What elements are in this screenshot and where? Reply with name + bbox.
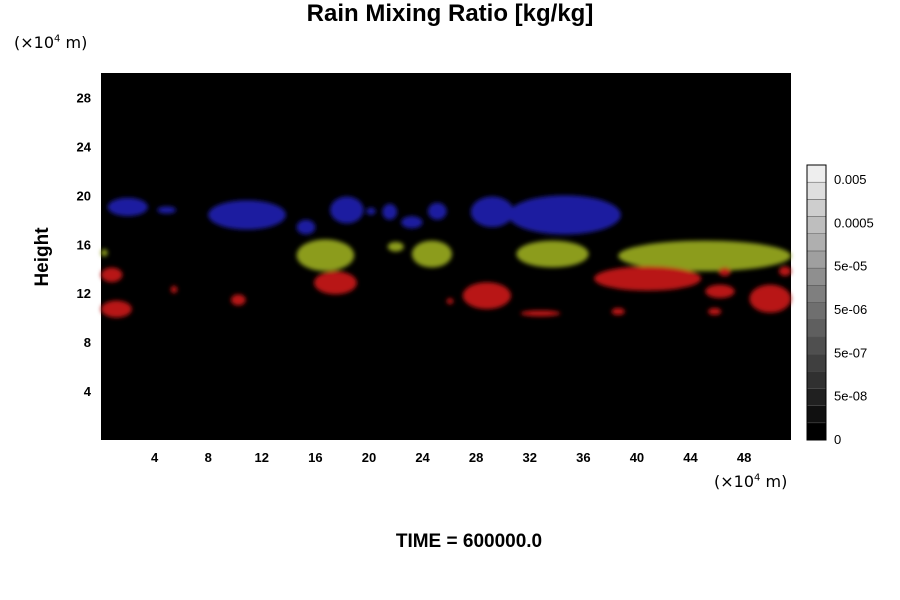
y-tick-label: 24 (77, 139, 92, 154)
colorbar-swatch (806, 319, 827, 338)
x-tick-label: 4 (151, 450, 159, 465)
field-region (427, 202, 447, 220)
y-tick-label: 4 (84, 384, 92, 399)
field-region (330, 196, 364, 224)
y-tick-label: 8 (84, 335, 91, 350)
field-region (101, 249, 108, 257)
field-region (411, 240, 453, 268)
y-tick-label: 12 (77, 286, 91, 301)
x-tick-label: 44 (683, 450, 698, 465)
field-region (387, 241, 404, 252)
field-region (749, 284, 792, 313)
x-tick-label: 16 (308, 450, 322, 465)
x-tick-label: 32 (523, 450, 537, 465)
colorbar-swatch (806, 336, 827, 355)
colorbar-swatch (806, 181, 827, 200)
colorbar-swatch (806, 388, 827, 406)
colorbar-swatch (806, 216, 827, 234)
x-tick-label: 8 (205, 450, 212, 465)
colorbar-swatch (806, 302, 827, 320)
colorbar-label: 5e-07 (834, 345, 867, 360)
field-region (296, 219, 316, 235)
y-tick-label: 16 (77, 237, 91, 252)
field-region (446, 298, 454, 305)
field-region (618, 240, 791, 272)
colorbar-frame (806, 164, 827, 441)
field-region (462, 282, 511, 310)
field-region (296, 239, 355, 272)
x-tick-label: 36 (576, 450, 590, 465)
field-region (107, 197, 148, 217)
colorbar-label: 5e-05 (834, 259, 867, 274)
field-region (366, 207, 376, 215)
colorbar-label: 0.0005 (834, 215, 874, 230)
colorbar-swatch (806, 371, 827, 389)
colorbar-swatch (806, 285, 827, 303)
field-region (718, 267, 731, 277)
x-tick-label: 48 (737, 450, 751, 465)
chart-title: Rain Mixing Ratio [kg/kg] (306, 0, 594, 27)
x-axis-unit: (×104 m) (714, 472, 788, 491)
field-region (382, 203, 398, 220)
field-region (101, 300, 132, 318)
field-region (508, 195, 621, 235)
field-region (611, 307, 625, 316)
y-tick-label: 20 (77, 188, 91, 203)
colorbar-swatch (806, 405, 827, 424)
x-tick-label: 12 (255, 450, 269, 465)
time-label: TIME = 600000.0 (395, 531, 543, 552)
field-region (778, 266, 791, 277)
colorbar-label: 0.005 (834, 172, 867, 187)
colorbar-label: 0 (834, 432, 841, 447)
field-region (101, 267, 123, 283)
colorbar-swatch (806, 267, 827, 286)
field-region (208, 200, 286, 230)
colorbar-swatch (806, 250, 827, 269)
field-region (170, 285, 178, 294)
x-tick-label: 20 (362, 450, 376, 465)
colorbar-swatch (806, 422, 827, 441)
field-region (470, 196, 514, 228)
field-region (520, 310, 561, 317)
y-tick-label: 28 (77, 90, 91, 105)
colorbar-label: 5e-08 (834, 389, 867, 404)
field-region (314, 271, 357, 295)
field-region (705, 284, 735, 299)
field-region (516, 240, 589, 268)
colorbar-swatch (806, 353, 827, 372)
x-tick-label: 40 (630, 450, 644, 465)
field-region (594, 266, 702, 291)
field-region (401, 216, 423, 229)
y-axis-unit: (×104 m) (14, 33, 88, 52)
x-tick-label: 28 (469, 450, 483, 465)
field-region (230, 294, 246, 306)
colorbar-swatch (806, 199, 827, 217)
x-tick-label: 24 (415, 450, 430, 465)
colorbar-swatch (806, 164, 827, 183)
colorbar-label: 5e-06 (834, 302, 867, 317)
field-region (707, 307, 722, 316)
colorbar-swatch (806, 233, 827, 252)
field-region (157, 206, 177, 214)
